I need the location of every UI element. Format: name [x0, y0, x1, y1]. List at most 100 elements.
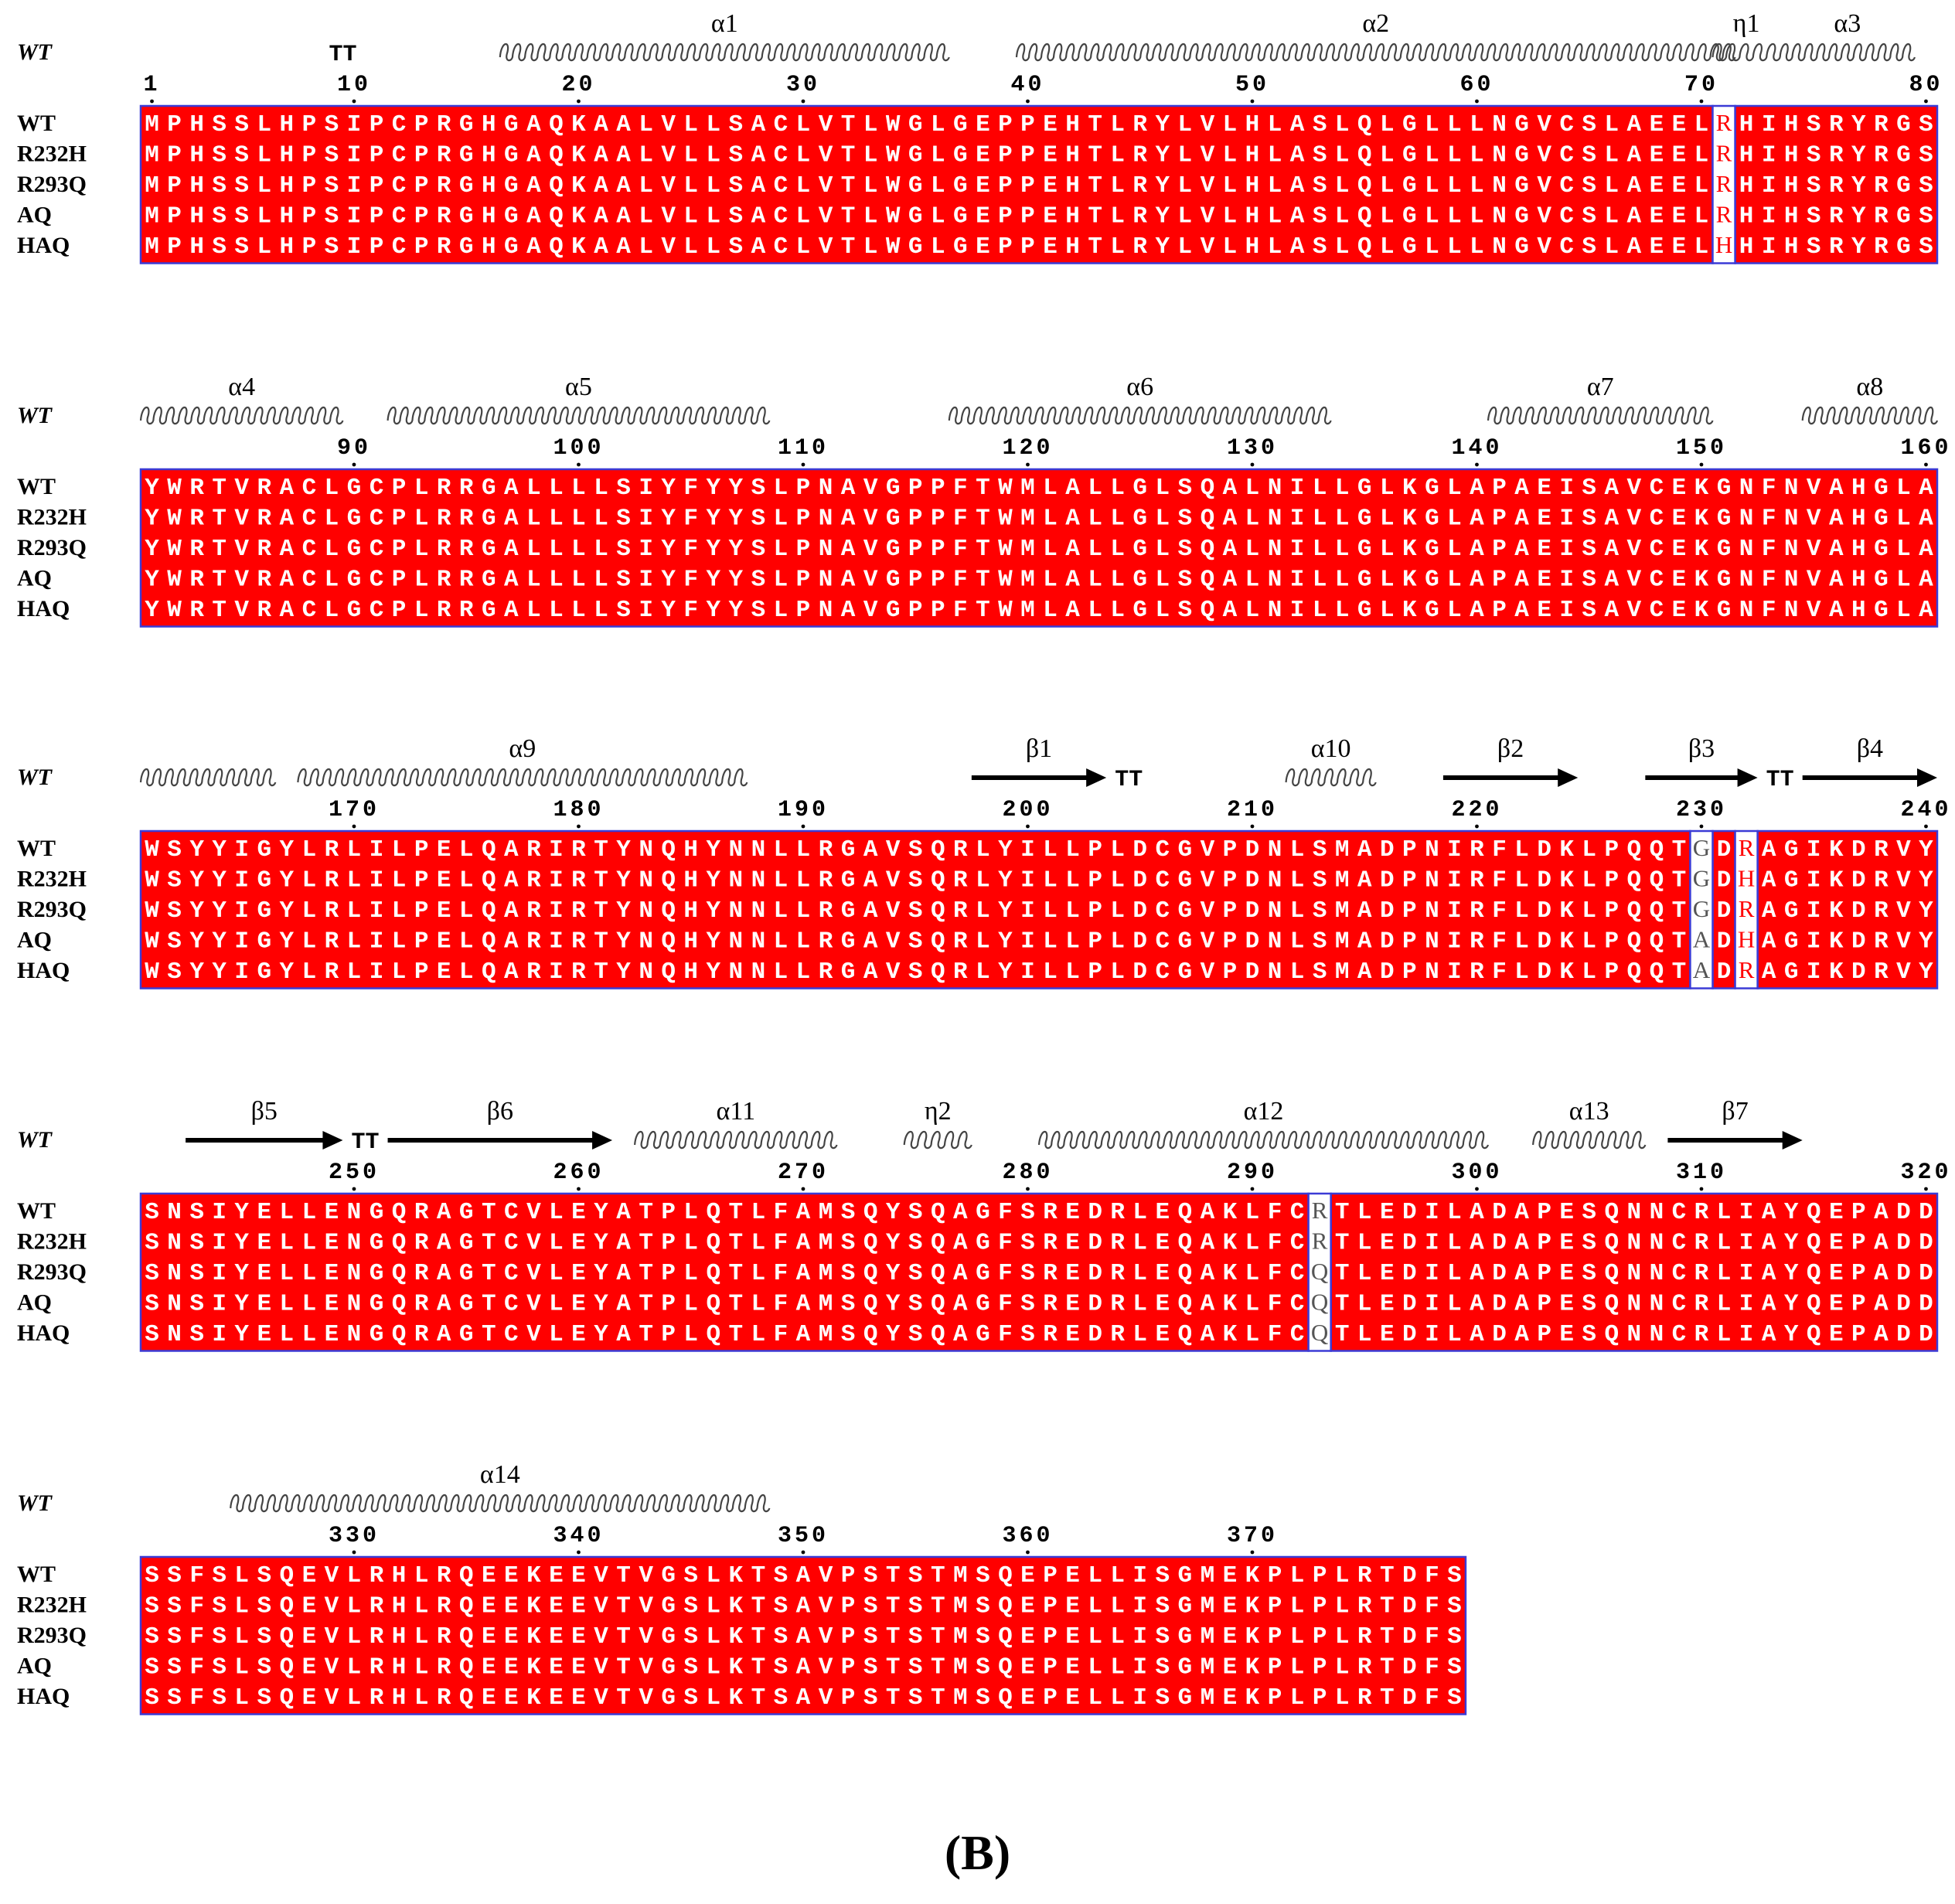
residue: T [729, 1291, 744, 1318]
residue: L [931, 233, 945, 261]
residue: S [167, 1684, 182, 1712]
residue: L [549, 1230, 564, 1257]
residue: R [189, 597, 204, 624]
residue: L [347, 1562, 362, 1589]
residue: T [1672, 836, 1687, 863]
residue: H [1851, 536, 1866, 563]
residue-tick [577, 824, 581, 829]
ss-row-label: WT [17, 1490, 53, 1516]
residue: S [683, 1562, 698, 1589]
ss-element-label: β2 [1497, 734, 1524, 763]
residue: L [1110, 867, 1125, 894]
residue: M [1335, 959, 1350, 986]
residue: L [459, 898, 474, 925]
residue: M [1335, 836, 1350, 863]
sequence-name: R232H [17, 867, 87, 892]
residue: H [189, 111, 204, 138]
residue: L [976, 836, 990, 863]
residue: W [998, 475, 1013, 502]
residue: E [1065, 1199, 1080, 1226]
residue: P [1223, 836, 1238, 863]
residue: G [459, 172, 474, 199]
residue: S [751, 506, 766, 533]
residue: A [1762, 898, 1776, 925]
residue: G [886, 567, 901, 594]
residue: Q [1650, 867, 1664, 894]
residue: S [908, 928, 923, 955]
residue: K [1829, 867, 1844, 894]
residue: T [212, 536, 226, 563]
residue: E [571, 1654, 586, 1681]
residue: G [482, 567, 496, 594]
residue: Y [998, 867, 1013, 894]
residue: F [1762, 536, 1776, 563]
residue: S [189, 1199, 204, 1226]
residue: L [751, 1230, 766, 1257]
residue: S [325, 172, 339, 199]
residue: H [1065, 172, 1080, 199]
residue: W [145, 867, 159, 894]
residue: E [1559, 1321, 1574, 1348]
residue: R [1874, 836, 1889, 863]
residue: E [1672, 203, 1687, 230]
residue: A [751, 233, 766, 261]
residue: E [1065, 1291, 1080, 1318]
residue: E [571, 1623, 586, 1650]
residue: W [167, 506, 182, 533]
residue: L [706, 111, 720, 138]
residue: Y [594, 1291, 608, 1318]
residue: A [1693, 926, 1711, 953]
residue: L [1380, 567, 1395, 594]
residue: L [1223, 142, 1238, 169]
residue: A [1470, 1230, 1484, 1257]
residue: Q [1357, 233, 1372, 261]
residue: R [1357, 1623, 1372, 1650]
residue: M [953, 1654, 968, 1681]
residue: R [437, 506, 451, 533]
residue: Y [661, 536, 676, 563]
sequence-name: WT [17, 836, 56, 861]
residue: H [1851, 475, 1866, 502]
residue: F [1425, 1562, 1439, 1589]
residue: V [1201, 142, 1215, 169]
residue: C [1559, 111, 1574, 138]
residue: V [594, 1684, 608, 1712]
residue: S [1020, 1291, 1035, 1318]
residue: L [1514, 928, 1529, 955]
residue: G [1717, 475, 1732, 502]
residue: S [1155, 1684, 1170, 1712]
residue: A [616, 1199, 631, 1226]
residue: S [325, 203, 339, 230]
residue: E [549, 1593, 564, 1620]
residue: N [729, 867, 744, 894]
residue: K [1694, 536, 1709, 563]
residue: S [863, 1593, 878, 1620]
residue: G [347, 536, 362, 563]
residue: A [1627, 111, 1642, 138]
residue: L [1290, 1623, 1305, 1650]
residue: Y [212, 836, 226, 863]
residue: I [347, 142, 362, 169]
helix-glyph [1037, 1130, 1490, 1150]
residue: A [437, 1199, 451, 1226]
residue: H [683, 898, 698, 925]
residue: L [1380, 142, 1395, 169]
residue: L [234, 1684, 249, 1712]
residue: G [1784, 959, 1799, 986]
residue: V [526, 1260, 541, 1287]
residue-tick [801, 99, 806, 104]
residue: V [819, 172, 833, 199]
residue: G [1784, 898, 1799, 925]
residue: R [1132, 233, 1147, 261]
residue: S [1313, 111, 1327, 138]
residue: G [1874, 567, 1889, 594]
residue: R [1874, 142, 1889, 169]
ss-element-label: α7 [1587, 373, 1614, 401]
residue: P [302, 233, 317, 261]
residue: L [1178, 203, 1193, 230]
residue: P [1851, 1260, 1866, 1287]
residue: H [482, 233, 496, 261]
residue: L [325, 567, 339, 594]
residue: L [594, 536, 608, 563]
residue: L [1357, 1230, 1372, 1257]
